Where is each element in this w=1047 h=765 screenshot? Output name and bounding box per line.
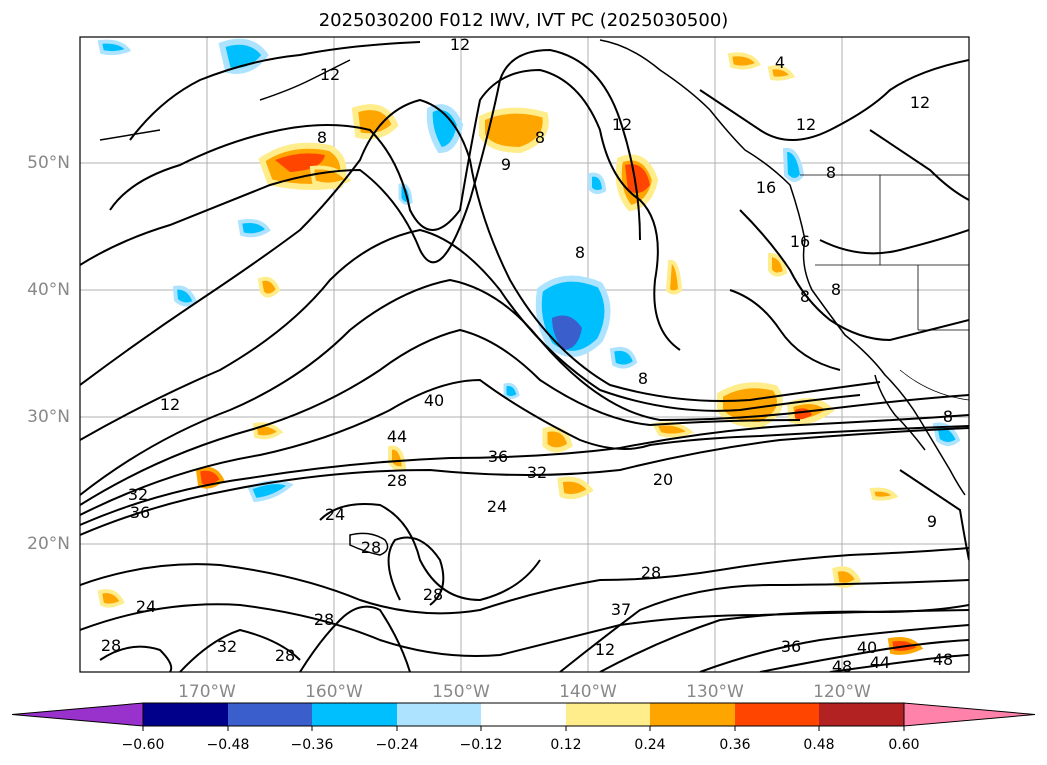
contour-label: 48: [933, 650, 953, 669]
colorbar-tick-label: 0.12: [550, 737, 581, 753]
contour-label: 24: [487, 497, 507, 516]
lon-tick-label: 170°W: [178, 682, 236, 702]
lon-tick-label: 130°W: [686, 682, 744, 702]
contour-label: 28: [387, 471, 407, 490]
contour-label: 9: [927, 512, 937, 531]
contour-label: 8: [317, 128, 327, 147]
colorbar-tick-label: 0.60: [888, 737, 919, 753]
contour-label: 20: [653, 470, 673, 489]
contour-label: 32: [527, 463, 547, 482]
lon-tick-label: 140°W: [559, 682, 617, 702]
colorbar-segment: [228, 703, 312, 726]
colorbar-tick-label: 0.24: [634, 737, 665, 753]
colorbar-segment: [650, 703, 735, 726]
contour-label: 12: [595, 640, 615, 659]
borders: [800, 174, 969, 401]
colorbar-segment: [397, 703, 481, 726]
lat-tick-label: 30°N: [27, 407, 70, 427]
contour-label: 8: [800, 287, 810, 306]
contour-label: 9: [501, 155, 511, 174]
colorbar-segment: [143, 703, 228, 726]
lat-tick-label: 40°N: [27, 280, 70, 300]
contour-label: 48: [832, 657, 852, 676]
contour-label: 36: [130, 503, 150, 522]
contour-label: 32: [128, 485, 148, 504]
lat-axis: 20°N 30°N 40°N 50°N: [27, 153, 70, 554]
contour-label: 40: [857, 638, 877, 657]
contour-label: 8: [943, 407, 953, 426]
iwv-contours: [80, 41, 969, 672]
colorbar-frame: [142, 702, 905, 727]
contour-label: 12: [612, 115, 632, 134]
plot-layers: 12 12 8 9 8 12 4 12 16 16 8 8 8 12 40 44…: [80, 35, 969, 676]
contour-label: 8: [575, 243, 585, 262]
contour-label: 8: [535, 128, 545, 147]
lon-tick-label: 150°W: [432, 682, 490, 702]
contour-label: 24: [325, 505, 345, 524]
contour-label: 12: [796, 115, 816, 134]
lon-tick-label: 120°W: [813, 682, 871, 702]
contour-label: 8: [638, 369, 648, 388]
colorbar-segment: [819, 703, 904, 726]
contour-label: 12: [910, 93, 930, 112]
contour-label: 28: [314, 610, 334, 629]
contour-label: 40: [424, 391, 444, 410]
colorbar-segment: [312, 703, 397, 726]
contour-label: 24: [136, 597, 156, 616]
lon-axis: 170°W 160°W 150°W 140°W 130°W 120°W: [178, 682, 871, 702]
contour-label: 16: [756, 178, 776, 197]
colorbar-tick-label: −0.48: [207, 737, 250, 753]
contour-label: 28: [361, 538, 381, 557]
contour-label: 12: [450, 35, 470, 54]
contour-label: 4: [775, 53, 785, 72]
colorbar-tick-label: −0.24: [376, 737, 419, 753]
colorbar: −0.60 −0.48 −0.36 −0.24 −0.12 0.12 0.24 …: [11, 702, 1036, 753]
colorbar-tick-label: −0.12: [460, 737, 503, 753]
contour-label: 12: [160, 395, 180, 414]
colorbar-tick-label: 0.48: [803, 737, 834, 753]
coastlines: [99, 39, 966, 556]
contour-label: 16: [790, 232, 810, 251]
lon-tick-label: 160°W: [305, 682, 363, 702]
colorbar-segment: [481, 703, 566, 726]
contour-label-layer: 12 12 8 9 8 12 4 12 16 16 8 8 8 12 40 44…: [101, 35, 953, 676]
map-title: 2025030200 F012 IWV, IVT PC (2025030500): [318, 10, 729, 31]
colorbar-tick-label: −0.36: [291, 737, 334, 753]
contour-label: 44: [387, 427, 407, 446]
contour-label: 28: [423, 585, 443, 604]
contour-label: 8: [831, 280, 841, 299]
colorbar-segment: [566, 703, 650, 726]
contour-label: 36: [488, 447, 508, 466]
colorbar-tick-label: −0.60: [122, 737, 165, 753]
contour-label: 28: [101, 636, 121, 655]
lat-tick-label: 50°N: [27, 153, 70, 173]
contour-label: 37: [611, 600, 631, 619]
colorbar-tick-label: 0.36: [719, 737, 750, 753]
gridlines: [80, 37, 969, 672]
lat-tick-label: 20°N: [27, 534, 70, 554]
colorbar-extend-left: [11, 702, 144, 727]
contour-label: 12: [320, 65, 340, 84]
contour-label: 8: [826, 163, 836, 182]
contour-label: 28: [275, 646, 295, 665]
contour-label: 28: [641, 563, 661, 582]
colorbar-extend-right: [903, 702, 1036, 727]
colorbar-segment: [735, 703, 819, 726]
contour-label: 36: [781, 637, 801, 656]
contour-label: 32: [217, 637, 237, 656]
plot-frame: [79, 36, 970, 673]
contour-label: 44: [870, 653, 890, 672]
